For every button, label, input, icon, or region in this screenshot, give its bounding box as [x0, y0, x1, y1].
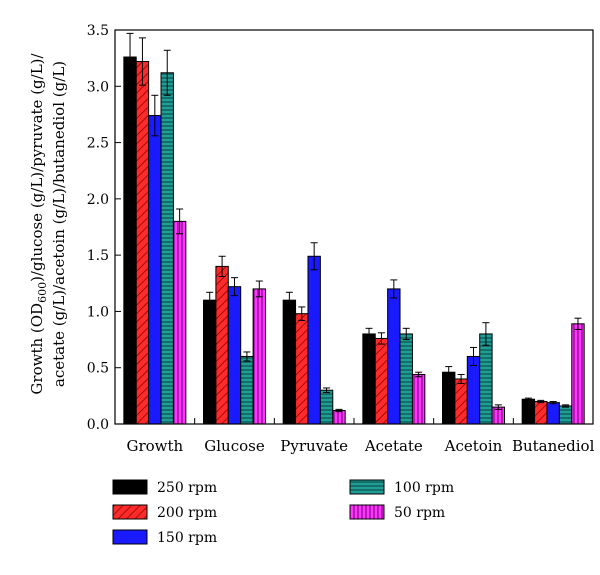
y-tick-label-0: 0.0 — [87, 417, 109, 433]
y-axis-title-line-1: Growth (OD600)/glucose (g/L)/pyruvate (g… — [28, 52, 49, 394]
bar-0-4 — [442, 371, 456, 425]
y-tick-label-3: 1.5 — [87, 248, 109, 264]
x-tick-label-3: Acetate — [364, 437, 423, 455]
bar-4-2 — [332, 409, 346, 425]
legend-swatch-4 — [349, 504, 385, 520]
bar-2-1 — [227, 286, 242, 425]
axes-layer: Growth Glucose Pyruvate Acetate Acetoin Butan… — [87, 23, 595, 455]
bar-3-0 — [160, 72, 174, 425]
bars-layer — [123, 32, 585, 425]
x-tick-label-2: Pyruvate — [280, 437, 348, 455]
bar-1-2 — [295, 313, 309, 425]
legend-label-3: 100 rpm — [394, 480, 454, 496]
y-tick-label-2: 1.0 — [87, 304, 109, 320]
legend-label-0: 250 rpm — [157, 480, 217, 496]
bar-2-4 — [466, 355, 481, 425]
bar-4-0 — [172, 220, 187, 425]
legend-swatch-0 — [112, 479, 148, 495]
bar-3-2 — [319, 389, 334, 425]
y-tick-label-4: 2.0 — [87, 192, 109, 208]
bar-1-1 — [215, 265, 229, 425]
bar-0-5 — [521, 398, 536, 425]
bar-1-4 — [454, 378, 468, 425]
legend-label-1: 200 rpm — [157, 505, 217, 521]
y-tick-label-5: 2.5 — [87, 136, 109, 152]
y-tick-label-7: 3.5 — [87, 23, 109, 39]
bar-0-0 — [123, 56, 137, 425]
bar-2-2 — [307, 255, 321, 425]
x-tick-label-1: Glucose — [204, 437, 265, 455]
bar-3-1 — [240, 355, 254, 425]
legend-swatch-2 — [112, 529, 148, 545]
y-tick-label-1: 0.5 — [87, 361, 109, 377]
bar-4-5 — [571, 323, 585, 425]
bar-4-1 — [252, 288, 267, 425]
bar-3-5 — [558, 405, 573, 425]
bar-3-3 — [399, 333, 413, 425]
bar-0-1 — [203, 299, 217, 425]
bar-2-3 — [387, 288, 401, 425]
x-tick-label-5: Butanediol — [512, 437, 595, 455]
legend-swatch-1 — [112, 504, 148, 520]
x-tick-label-0: Growth — [126, 437, 183, 455]
bar-1-0 — [135, 61, 150, 425]
y-axis-title-line-2: acetate (g/L)/acetoin (g/L)/butanediol (… — [50, 61, 68, 387]
plot-frame — [114, 29, 594, 425]
x-tick-label-4: Acetoin — [444, 437, 503, 455]
y-tick-label-6: 3.0 — [87, 79, 109, 95]
legend: 250 rpm 200 rpm 150 rpm 100 rpm 50 rpm — [112, 479, 454, 546]
bar-2-5 — [546, 402, 560, 425]
legend-label-4: 50 rpm — [394, 505, 445, 521]
bar-0-2 — [282, 299, 297, 425]
bar-1-3 — [374, 337, 389, 425]
legend-label-2: 150 rpm — [157, 530, 217, 546]
bar-3-4 — [479, 333, 493, 425]
bar-1-5 — [534, 400, 548, 425]
bar-4-3 — [411, 373, 426, 425]
bar-0-3 — [362, 333, 376, 425]
bar-2-0 — [148, 115, 162, 425]
legend-swatch-3 — [349, 479, 385, 495]
